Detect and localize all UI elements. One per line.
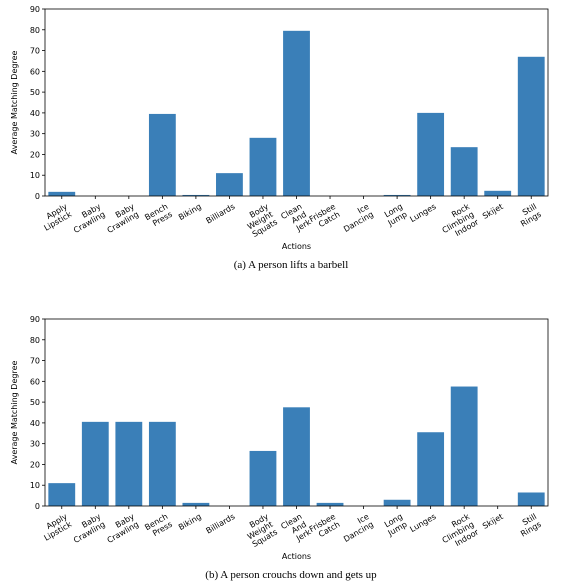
x-tick-label: BabyCrawling [68, 512, 107, 545]
bar [81, 421, 109, 506]
x-tick-label: BabyCrawling [101, 202, 140, 235]
x-tick-label: CleanAndJerk [279, 512, 312, 547]
bar [450, 386, 478, 506]
x-axis-label: Actions [282, 242, 311, 251]
x-tick-label: StillRings [515, 202, 543, 229]
x-tick-label: ApplyLipstick [38, 202, 74, 233]
x-tick-label: Biking [177, 512, 203, 532]
y-tick-label: 10 [30, 481, 40, 490]
y-tick-label: 30 [30, 440, 40, 449]
x-tick-label: BabyCrawling [101, 512, 140, 545]
y-tick-label: 30 [30, 130, 40, 139]
y-tick-label: 70 [30, 47, 40, 56]
y-tick-label: 0 [35, 192, 40, 201]
bar [249, 137, 277, 196]
plot-frame [44, 8, 549, 197]
y-tick-label: 70 [30, 357, 40, 366]
x-tick-label: CleanAndJerk [279, 202, 312, 237]
x-tick-label: IceDancing [338, 512, 376, 544]
bar [283, 407, 310, 506]
bar [148, 421, 176, 506]
x-tick-label: Billiards [204, 512, 236, 536]
y-tick-label: 80 [30, 26, 40, 35]
bar [383, 499, 411, 506]
bar [182, 502, 210, 506]
caption: (b) A person crouchs down and gets up [205, 569, 377, 581]
bar [249, 450, 277, 506]
x-tick-label: StillRings [515, 512, 543, 539]
x-tick-label: FrisbeeCatch [308, 512, 342, 542]
x-tick-label: Skijet [481, 202, 505, 221]
y-tick-label: 60 [30, 377, 40, 386]
bar [48, 483, 76, 506]
x-tick-label: LongJump [381, 512, 408, 538]
y-tick-label: 50 [30, 398, 40, 407]
y-tick-label: 20 [30, 460, 40, 469]
x-tick-label: BenchPress [143, 512, 174, 540]
bar [517, 56, 545, 197]
y-tick-label: 50 [30, 88, 40, 97]
y-tick-label: 90 [30, 315, 40, 324]
x-tick-label: BenchPress [143, 202, 174, 230]
plot-frame [44, 318, 549, 507]
x-tick-label: RockClimbingIndoor [436, 512, 481, 553]
bar [283, 30, 310, 196]
y-tick-label: 20 [30, 150, 40, 159]
bar [383, 194, 411, 196]
bar [115, 421, 143, 506]
bar [316, 502, 344, 506]
bar [417, 432, 445, 506]
x-tick-label: BodyWeightSquats [241, 512, 279, 549]
x-tick-label: Skijet [481, 512, 505, 531]
x-tick-label: Lunges [408, 202, 437, 224]
bar [48, 191, 76, 196]
y-axis-label: Average Matching Degree [10, 51, 19, 155]
bar [417, 112, 445, 196]
y-tick-label: 80 [30, 336, 40, 345]
x-tick-label: ApplyLipstick [38, 512, 74, 543]
bar [216, 173, 243, 196]
x-tick-label: BabyCrawling [68, 202, 107, 235]
x-axis-label: Actions [282, 552, 311, 561]
y-tick-label: 40 [30, 419, 40, 428]
y-tick-label: 40 [30, 109, 40, 118]
y-tick-label: 0 [35, 502, 40, 511]
x-tick-label: Billiards [204, 202, 236, 226]
x-tick-label: LongJump [381, 202, 408, 228]
x-tick-label: RockClimbingIndoor [436, 202, 481, 243]
x-tick-label: BodyWeightSquats [241, 202, 279, 239]
x-tick-label: Lunges [408, 512, 437, 534]
y-tick-label: 60 [30, 67, 40, 76]
bar [182, 194, 210, 196]
y-tick-label: 90 [30, 5, 40, 14]
y-axis-label: Average Matching Degree [10, 361, 19, 465]
caption: (a) A person lifts a barbell [234, 259, 349, 271]
x-tick-label: Biking [177, 202, 203, 222]
bar [517, 492, 545, 506]
y-tick-label: 10 [30, 171, 40, 180]
x-tick-label: IceDancing [338, 202, 376, 234]
bar [148, 113, 176, 196]
bar [450, 147, 478, 196]
x-tick-label: FrisbeeCatch [308, 202, 342, 232]
bar [484, 190, 512, 196]
